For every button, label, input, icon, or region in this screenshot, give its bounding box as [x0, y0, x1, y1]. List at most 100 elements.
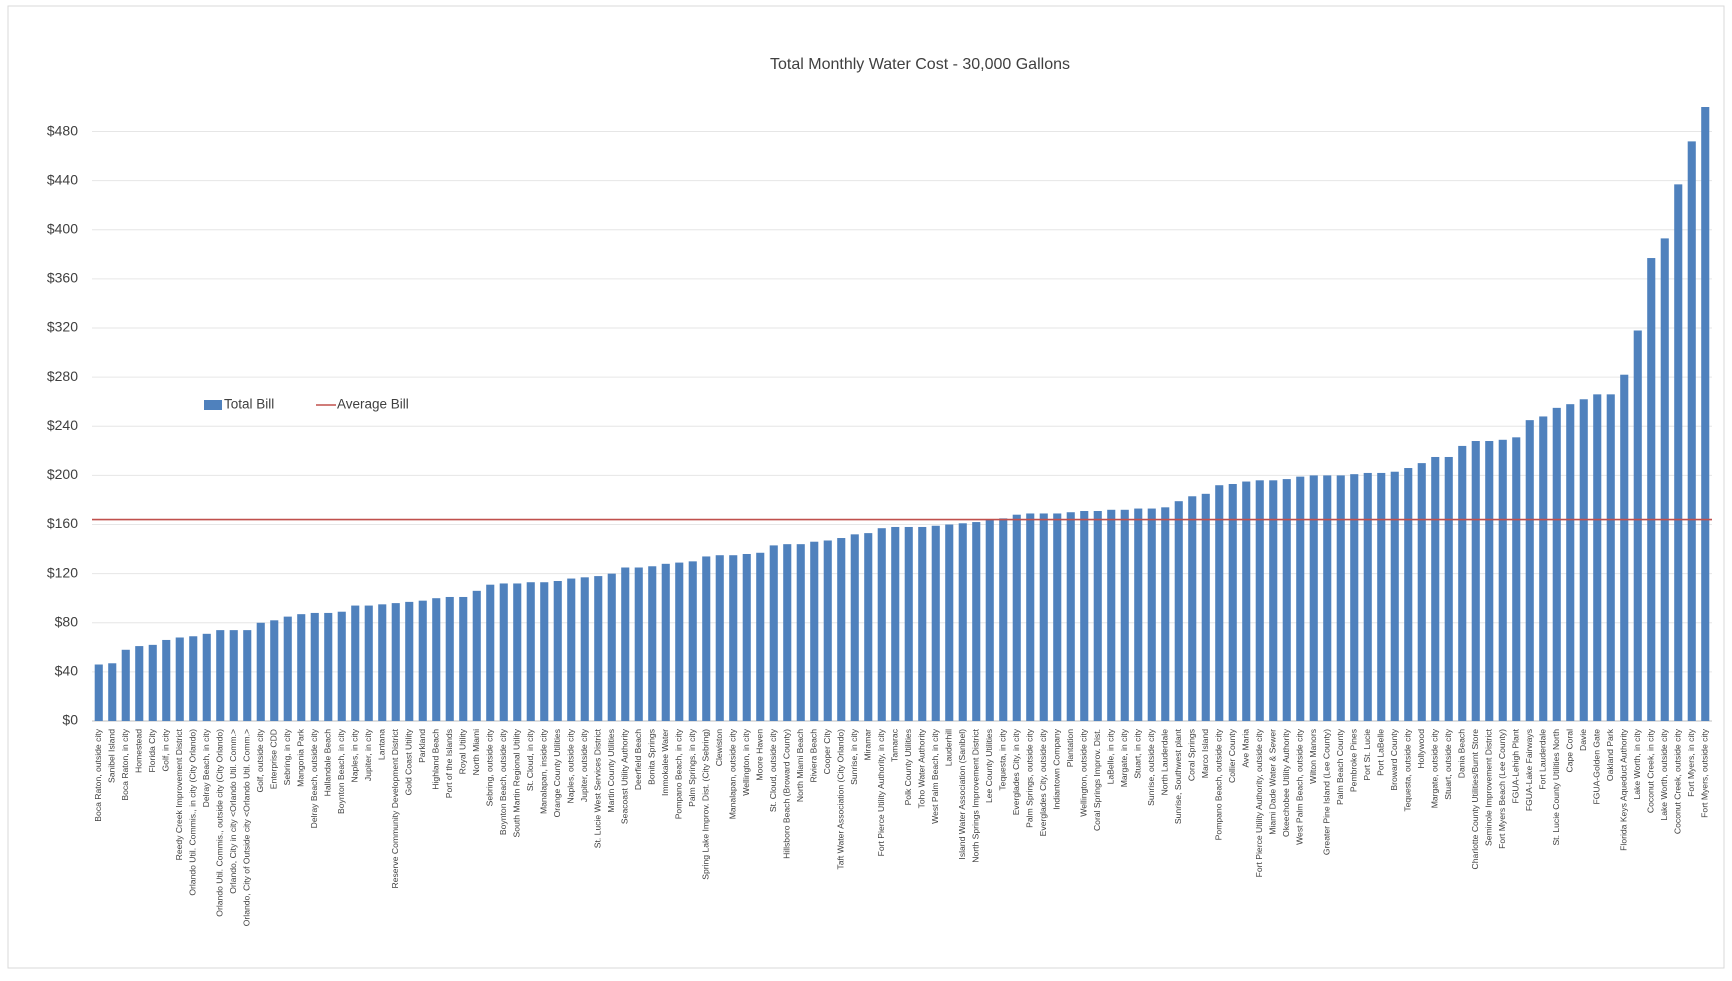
bar [1485, 441, 1494, 721]
bar [1377, 472, 1386, 721]
x-tick-label: Golf, in city [161, 728, 171, 771]
bar [445, 596, 454, 721]
bar [594, 576, 603, 721]
bar [256, 622, 265, 721]
x-tick-label: Homestead [134, 729, 144, 773]
bar [472, 590, 481, 721]
bar [1606, 394, 1615, 721]
x-tick-label: Delray Beach, outside city [309, 728, 319, 828]
legend-label: Average Bill [337, 397, 409, 412]
bar [985, 519, 994, 721]
x-tick-label: Fort Myers, outside city [1700, 728, 1710, 818]
x-tick-label: Taft Water Association (City Orlando) [836, 729, 846, 870]
x-tick-label: Manalapan, inside city [539, 728, 549, 814]
x-tick-label: Stuart, outside city [1443, 728, 1453, 799]
x-tick-label: Riviera Beach [809, 729, 819, 783]
x-tick-label: Clewiston [714, 729, 724, 766]
bar [1323, 475, 1332, 721]
x-tick-label: Boca Raton, in city [120, 728, 130, 800]
x-tick-label: Lantana [377, 729, 387, 760]
x-tick-label: FGUA-Golden Gate [1592, 729, 1602, 805]
bar [216, 630, 225, 721]
y-tick-label: $40 [55, 663, 79, 679]
x-tick-label: Sebring, outside city [485, 728, 495, 806]
bar [1363, 472, 1372, 721]
x-tick-label: Mangonia Park [296, 728, 306, 787]
bar [972, 522, 981, 721]
chart-frame [7, 5, 1725, 969]
x-tick-label: Cooper City [822, 728, 832, 774]
bar [1620, 374, 1629, 721]
bar [1201, 493, 1210, 721]
bar [243, 630, 252, 721]
bar [850, 534, 859, 721]
x-tick-label: Charlotte County Utilities/Burnt Store [1470, 729, 1480, 870]
x-tick-label: Okeechobee Utility Authority [1281, 728, 1291, 837]
x-tick-label: Deerfield Beach [633, 729, 643, 790]
x-tick-label: Tamarac [890, 728, 900, 762]
bar [1404, 468, 1413, 721]
bar [405, 601, 414, 721]
x-tick-label: Reedy Creek Improvement District [174, 728, 184, 860]
y-tick-label: $400 [47, 221, 78, 237]
bar [1579, 399, 1588, 721]
x-tick-label: FGUA-Lake Fairways [1524, 729, 1534, 811]
bar [1080, 511, 1089, 721]
y-tick-label: $120 [47, 564, 78, 580]
bar [783, 544, 792, 721]
x-tick-label: Miami Dade Water & Sewer [1268, 729, 1278, 835]
x-tick-label: Moore Haven [755, 729, 765, 781]
bar [931, 525, 940, 721]
x-tick-label: Lee County Utilities [984, 729, 994, 803]
x-tick-label: Port LaBelle [1376, 729, 1386, 776]
bar [391, 603, 400, 721]
bar [661, 563, 670, 721]
y-tick-label: $320 [47, 319, 78, 335]
bar [540, 582, 549, 721]
bar [270, 620, 279, 721]
x-tick-label: Enterprise CDD [269, 729, 279, 789]
bar [1687, 141, 1696, 721]
bar [810, 541, 819, 721]
bar [823, 540, 832, 721]
bar [1431, 456, 1440, 721]
bar [121, 649, 130, 721]
x-tick-label: West Palm Beach, outside city [1295, 728, 1305, 845]
x-tick-label: North Miami Beach [795, 729, 805, 802]
bar [337, 611, 346, 721]
bar [1012, 514, 1021, 721]
x-tick-label: Tequesta, in city [998, 728, 1008, 790]
bar [904, 526, 913, 721]
bar [1471, 441, 1480, 721]
x-tick-label: Margate, outside city [1430, 728, 1440, 808]
bar [1134, 508, 1143, 721]
x-tick-label: Coral Springs [1187, 729, 1197, 781]
bar [1147, 508, 1156, 721]
x-tick-label: Marco Island [1200, 729, 1210, 778]
bar [1390, 471, 1399, 721]
x-tick-label: Tequesta, outside city [1403, 728, 1413, 811]
x-tick-label: North Miami [471, 729, 481, 775]
legend-label: Total Bill [224, 397, 274, 412]
x-tick-label: West Palm Beach, in city [930, 728, 940, 824]
x-tick-label: North Springs Improvement District [971, 728, 981, 862]
x-tick-label: Immokalee Water [660, 729, 670, 796]
bar [1336, 475, 1345, 721]
bar [1674, 184, 1683, 721]
x-tick-label: Wilton Manors [1308, 729, 1318, 784]
bar [891, 526, 900, 721]
bar [1174, 501, 1183, 721]
bar [607, 573, 616, 721]
x-tick-label: St. Lucie West Services District [593, 728, 603, 848]
x-tick-label: Coconut Creek, in city [1646, 728, 1656, 813]
x-tick-label: Sebring, in city [282, 728, 292, 785]
x-tick-label: Coral Springs Improv. Dist. [1092, 729, 1102, 831]
x-tick-label: St. Cloud, in city [525, 728, 535, 791]
x-tick-label: Florida Keys Aqueduct Authority [1619, 728, 1629, 851]
x-tick-label: Pembroke Pines [1349, 729, 1359, 792]
bar [1066, 512, 1075, 721]
x-tick-label: Lake Worth, outside city [1659, 728, 1669, 820]
x-tick-label: Seacoast Utility Authority [620, 728, 630, 824]
x-tick-label: Jupiter, outside city [579, 728, 589, 802]
bar [1633, 330, 1642, 721]
